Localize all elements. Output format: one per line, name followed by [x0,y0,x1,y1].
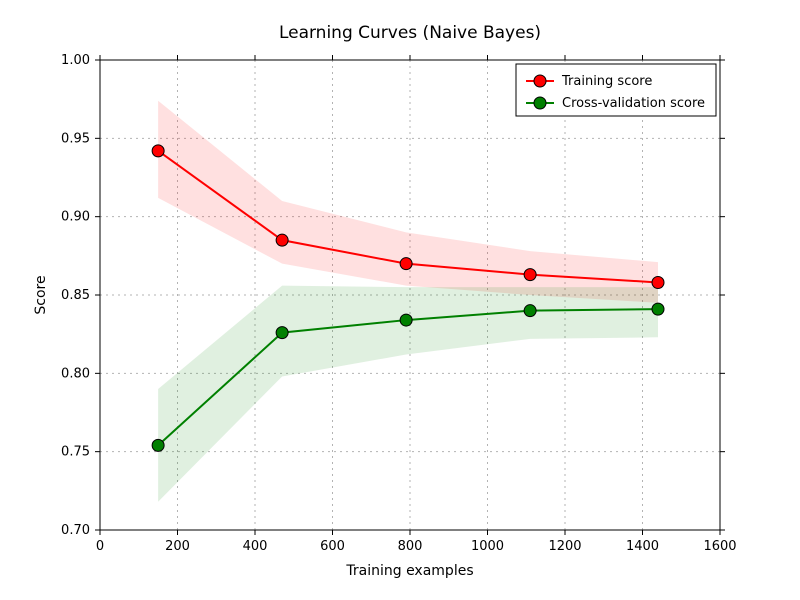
y-tick-label: 0.80 [61,366,90,381]
series-marker-0 [152,145,164,157]
y-tick-label: 0.90 [61,210,90,225]
legend-label: Training score [561,74,652,89]
y-axis-label: Score [33,275,49,314]
chart-title: Learning Curves (Naive Bayes) [279,23,541,43]
x-tick-label: 1600 [703,539,736,554]
chart-container: 0 200 400 600 800 1000 1200 1400 1600 0.70 0.75 0.8… [0,0,800,600]
x-tick-label: 200 [165,539,190,554]
x-tick-label: 400 [243,539,268,554]
series-marker-0 [400,258,412,270]
series-marker-1 [152,439,164,451]
y-tick-label: 0.95 [61,131,90,146]
series-marker-0 [652,276,664,288]
legend-marker-icon [534,97,546,109]
legend: Training score Cross-validation score [516,64,716,116]
learning-curve-chart: 0 200 400 600 800 1000 1200 1400 1600 0.70 0.75 0.8… [0,0,800,600]
series-marker-0 [524,269,536,281]
x-tick-label: 1000 [471,539,504,554]
legend-label: Cross-validation score [562,96,705,111]
series-marker-1 [524,305,536,317]
y-tick-label: 0.75 [61,445,90,460]
x-tick-label: 0 [96,539,104,554]
x-tick-label: 800 [398,539,423,554]
legend-marker-icon [534,75,546,87]
y-tick-label: 1.00 [61,53,90,68]
x-tick-label: 1200 [548,539,581,554]
series-marker-0 [276,234,288,246]
series-marker-1 [652,303,664,315]
x-axis-label: Training examples [345,563,473,579]
series-marker-1 [400,314,412,326]
series-marker-1 [276,327,288,339]
y-tick-label: 0.85 [61,288,90,303]
x-tick-label: 1400 [626,539,659,554]
x-tick-label: 600 [320,539,345,554]
y-tick-label: 0.70 [61,523,90,538]
